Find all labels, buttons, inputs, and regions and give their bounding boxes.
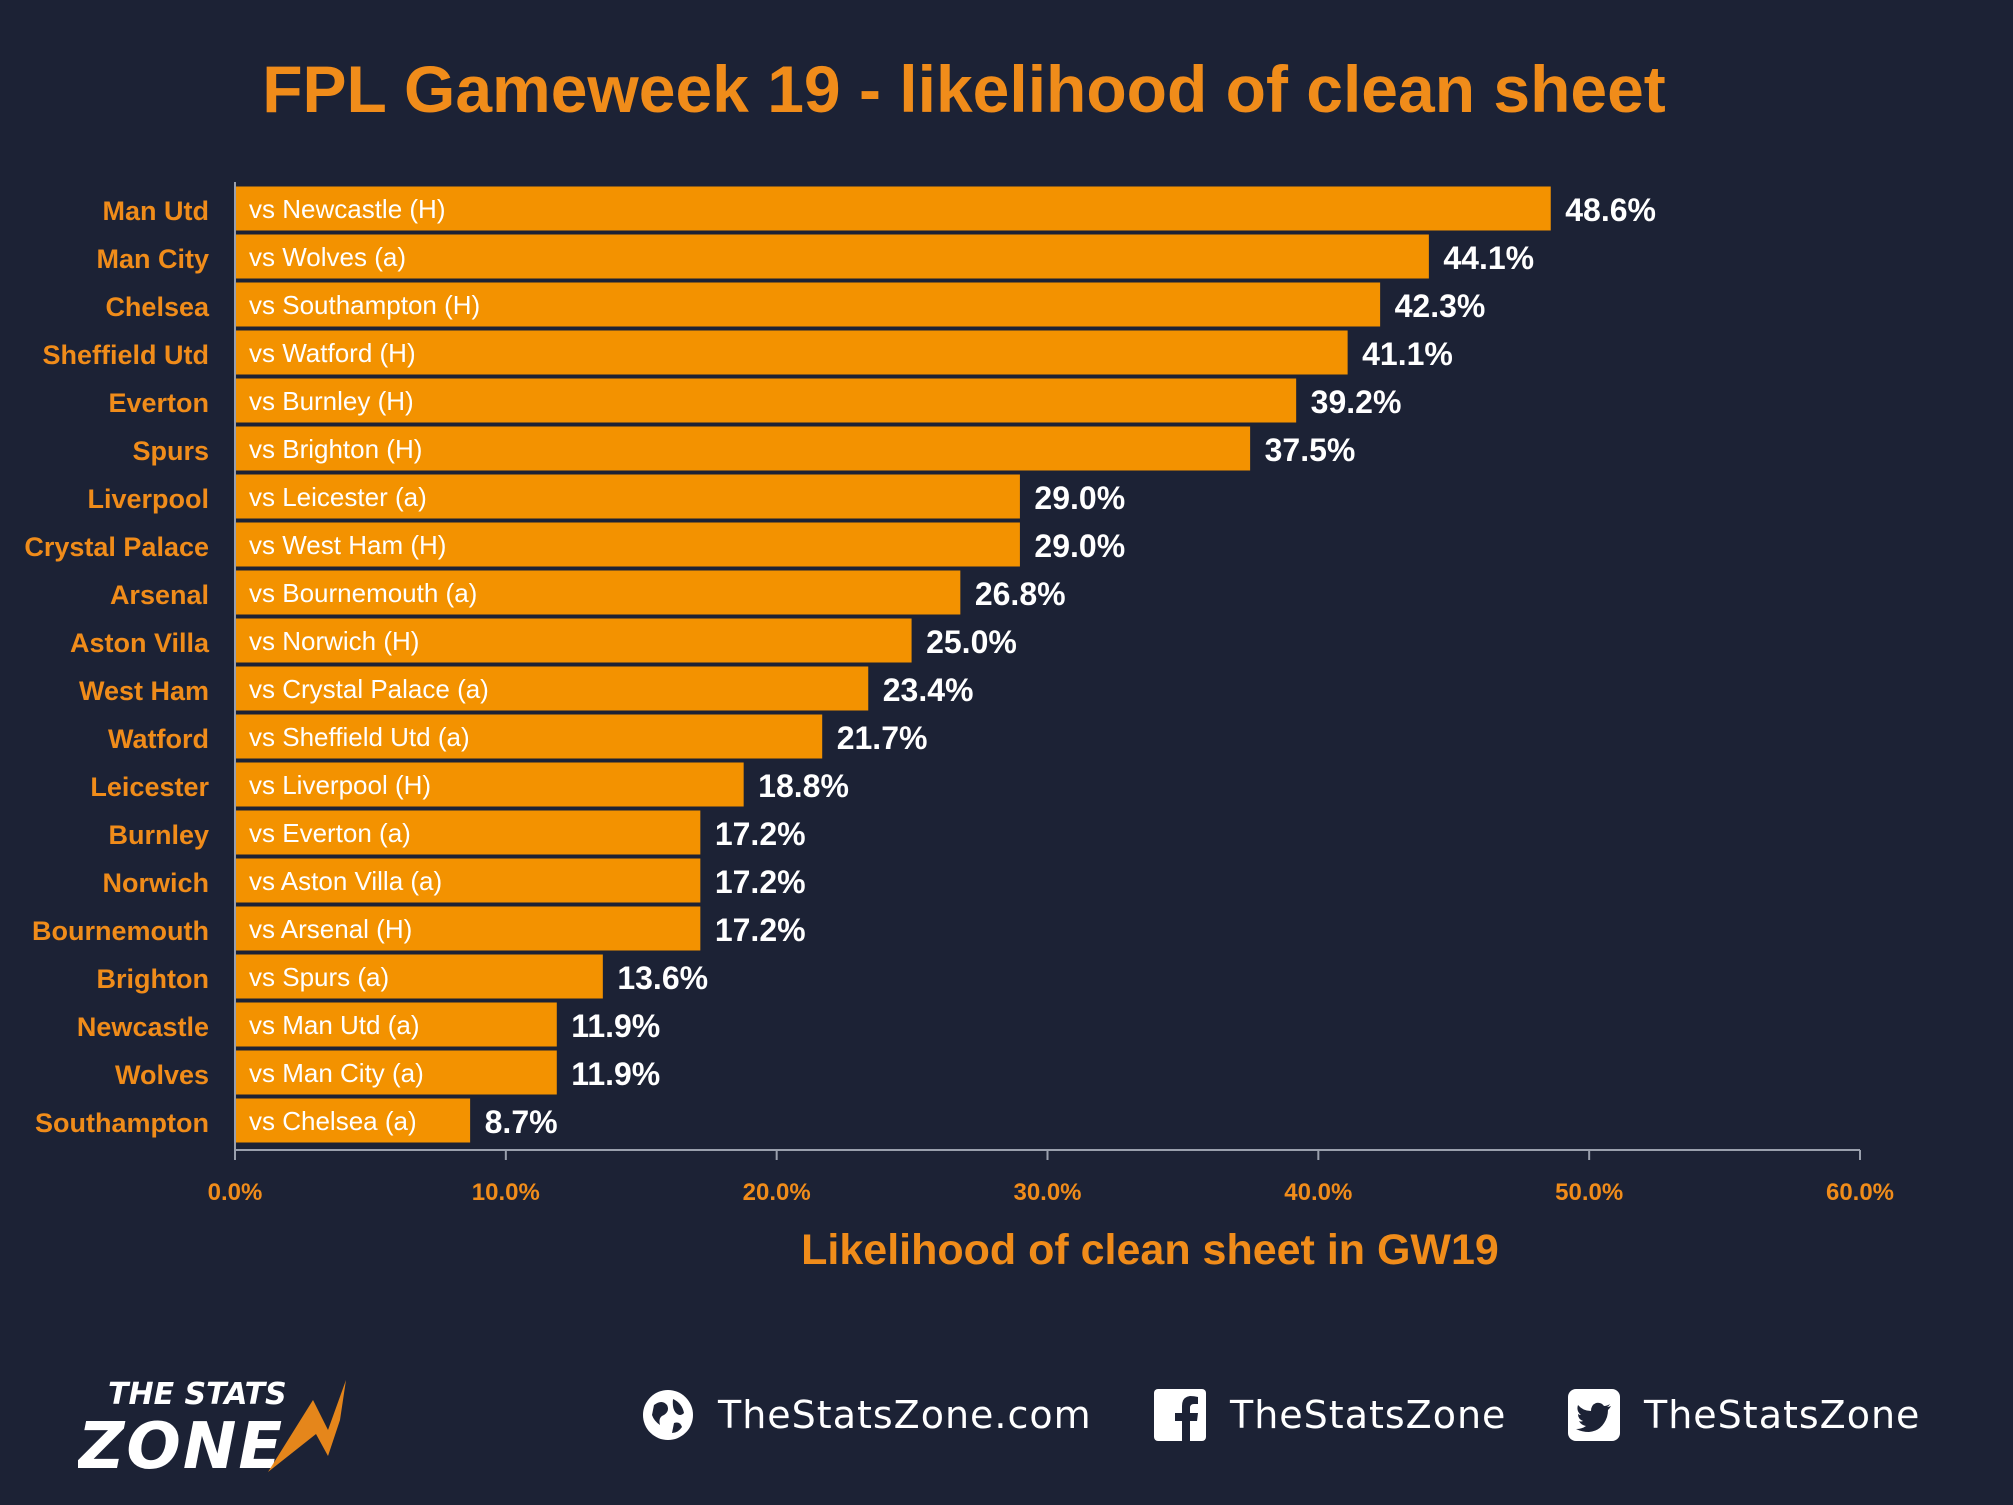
bar-fixture-label: vs Crystal Palace (a) <box>249 674 489 704</box>
team-label: Bournemouth <box>32 916 209 946</box>
bar-fixture-label: vs Everton (a) <box>249 818 411 848</box>
bar-fixture-label: vs Sheffield Utd (a) <box>249 722 470 752</box>
bar-fixture-label: vs Chelsea (a) <box>249 1106 417 1136</box>
bar-value-label: 17.2% <box>715 864 806 900</box>
x-axis-label: Likelihood of clean sheet in GW19 <box>801 1226 1499 1274</box>
bar-value-label: 11.9% <box>571 1008 660 1044</box>
bar-fixture-label: vs Brighton (H) <box>249 434 422 464</box>
bar-12 <box>234 713 824 760</box>
bar-1 <box>234 185 1552 232</box>
bar-16 <box>234 905 702 952</box>
bar-4 <box>234 329 1349 376</box>
bar-fixture-label: vs Man City (a) <box>249 1058 424 1088</box>
bar-value-label: 48.6% <box>1565 192 1656 228</box>
bar-value-label: 25.0% <box>926 624 1017 660</box>
bar-fixture-label: vs Arsenal (H) <box>249 914 412 944</box>
team-label: Liverpool <box>87 484 209 514</box>
bar-value-label: 17.2% <box>715 912 806 948</box>
bar-2 <box>234 233 1430 280</box>
bar-value-label: 29.0% <box>1034 528 1125 564</box>
bar-14 <box>234 809 702 856</box>
bar-value-label: 11.9% <box>571 1056 660 1092</box>
bar-value-label: 37.5% <box>1265 432 1356 468</box>
team-label: Man City <box>96 244 209 274</box>
bar-fixture-label: vs Newcastle (H) <box>249 194 445 224</box>
bar-value-label: 44.1% <box>1443 240 1534 276</box>
bar-20 <box>234 1097 472 1144</box>
facebook-link[interactable]: TheStatsZone <box>1152 1385 1506 1445</box>
x-tick-label: 40.0% <box>1284 1179 1352 1206</box>
bar-fixture-label: vs Leicester (a) <box>249 482 427 512</box>
bar-15 <box>234 857 702 904</box>
team-label: Wolves <box>115 1060 209 1090</box>
bar-value-label: 21.7% <box>837 720 928 756</box>
bar-fixture-label: vs Burnley (H) <box>249 386 414 416</box>
bar-value-label: 18.8% <box>758 768 849 804</box>
team-label: Everton <box>108 388 209 418</box>
bar-value-label: 8.7% <box>485 1104 558 1140</box>
team-label: Chelsea <box>105 292 210 322</box>
stats-zone-logo: THE STATS ZONE <box>78 1377 346 1480</box>
bar-fixture-label: vs Man Utd (a) <box>249 1010 420 1040</box>
x-tick-label: 10.0% <box>472 1179 540 1206</box>
team-label: Southampton <box>35 1108 209 1138</box>
bar-fixture-label: vs Bournemouth (a) <box>249 578 477 608</box>
x-tick-label: 50.0% <box>1555 1179 1623 1206</box>
x-tick-label: 30.0% <box>1013 1179 1081 1206</box>
twitter-link[interactable]: TheStatsZone <box>1566 1385 1920 1445</box>
bar-fixture-label: vs Aston Villa (a) <box>249 866 442 896</box>
bar-value-label: 17.2% <box>715 816 806 852</box>
website-link[interactable]: TheStatsZone.com <box>640 1385 1092 1445</box>
bar-fixture-label: vs Southampton (H) <box>249 290 480 320</box>
bar-fixture-label: vs Norwich (H) <box>249 626 419 656</box>
team-label: Aston Villa <box>70 628 210 658</box>
x-tick-label: 60.0% <box>1826 1179 1894 1206</box>
x-tick-label: 0.0% <box>208 1179 263 1206</box>
team-label: Brighton <box>97 964 209 994</box>
team-label: West Ham <box>79 676 209 706</box>
bar-value-label: 29.0% <box>1034 480 1125 516</box>
bar-value-label: 41.1% <box>1362 336 1453 372</box>
bar-value-label: 26.8% <box>975 576 1066 612</box>
bar-fixture-label: vs Liverpool (H) <box>249 770 431 800</box>
bar-value-label: 23.4% <box>883 672 974 708</box>
svg-text:ZONE: ZONE <box>78 1410 284 1480</box>
facebook-text: TheStatsZone <box>1230 1393 1507 1437</box>
team-label: Sheffield Utd <box>43 340 210 370</box>
bar-fixture-label: vs West Ham (H) <box>249 530 446 560</box>
bar-3 <box>234 281 1382 328</box>
bar-fixture-label: vs Wolves (a) <box>249 242 406 272</box>
chart-title: FPL Gameweek 19 - likelihood of clean sh… <box>262 52 1666 126</box>
website-text: TheStatsZone.com <box>718 1393 1092 1437</box>
bar-13 <box>234 761 745 808</box>
bar-8 <box>234 521 1021 568</box>
bar-chart: FPL Gameweek 19 - likelihood of clean sh… <box>24 52 1894 1274</box>
team-label: Spurs <box>132 436 209 466</box>
bar-7 <box>234 473 1021 520</box>
bar-value-label: 13.6% <box>617 960 708 996</box>
team-label: Arsenal <box>110 580 209 610</box>
twitter-text: TheStatsZone <box>1644 1393 1921 1437</box>
svg-text:THE STATS: THE STATS <box>108 1377 287 1412</box>
team-label: Leicester <box>90 772 209 802</box>
twitter-icon <box>1568 1389 1620 1441</box>
team-label: Crystal Palace <box>24 532 209 562</box>
team-label: Norwich <box>102 868 209 898</box>
bar-11 <box>234 665 870 712</box>
bar-value-label: 42.3% <box>1395 288 1486 324</box>
team-label: Burnley <box>108 820 209 850</box>
globe-icon <box>643 1390 693 1440</box>
facebook-icon <box>1154 1389 1206 1441</box>
bar-fixture-label: vs Spurs (a) <box>249 962 389 992</box>
team-label: Watford <box>108 724 209 754</box>
bar-fixture-label: vs Watford (H) <box>249 338 416 368</box>
bar-5 <box>234 377 1298 424</box>
team-label: Newcastle <box>77 1012 209 1042</box>
team-label: Man Utd <box>103 196 209 226</box>
bar-value-label: 39.2% <box>1311 384 1402 420</box>
bar-6 <box>234 425 1252 472</box>
x-tick-label: 20.0% <box>743 1179 811 1206</box>
